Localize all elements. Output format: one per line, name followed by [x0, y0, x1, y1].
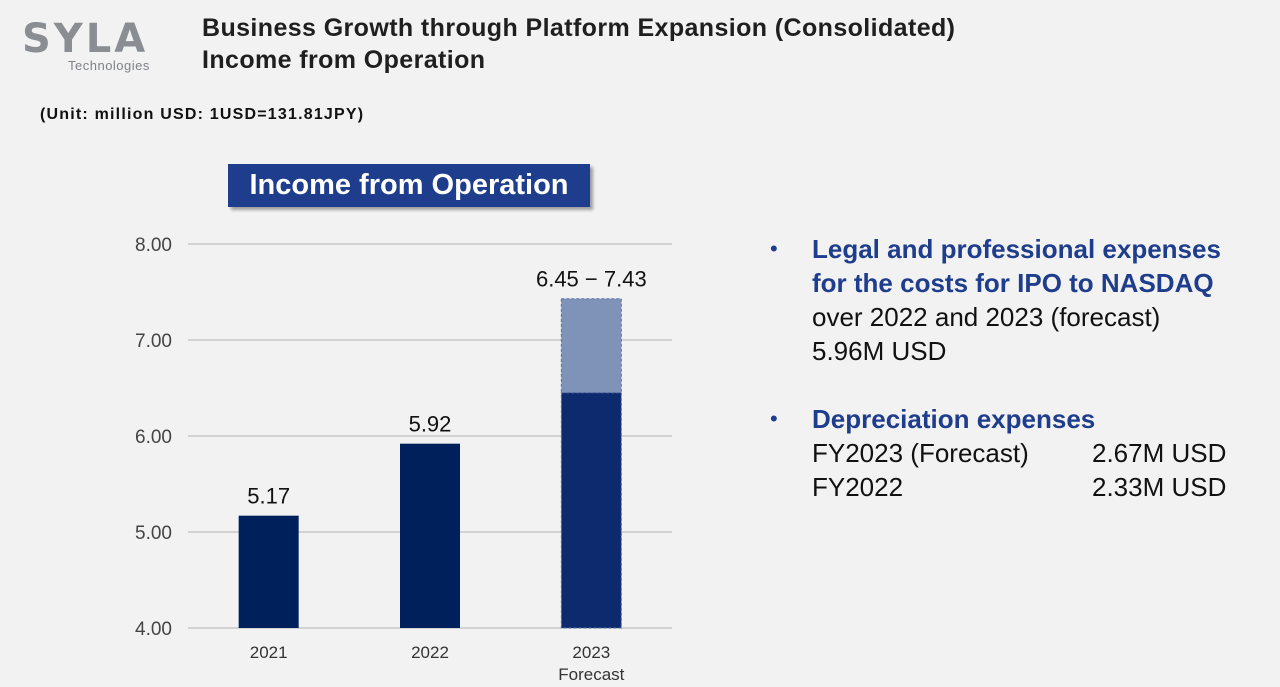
note-ipo-heading-line2: for the costs for IPO to NASDAQ: [812, 268, 1214, 298]
bar: [400, 443, 460, 628]
note-ipo-text-line1: over 2022 and 2023 (forecast): [812, 302, 1161, 332]
y-tick-label: 5.00: [135, 523, 172, 544]
y-tick-label: 6.00: [135, 427, 172, 448]
bar-chart: 4.00 5.00 6.00 7.00 8.00 5.17 2021 5.92 2022 6.45…: [135, 235, 672, 684]
data-label: 5.17: [247, 484, 290, 509]
x-tick-label: 2021: [250, 643, 288, 662]
depreciation-row-label: FY2022: [812, 472, 904, 502]
chart-title: Income from Operation: [228, 164, 590, 207]
unit-note: (Unit: million USD: 1USD=131.81JPY): [40, 106, 365, 123]
depreciation-row: FY2023 (Forecast) 2.67M USD: [812, 436, 1270, 470]
note-ipo-expenses: • Legal and professional expenses for th…: [770, 232, 1270, 368]
x-tick-label: 2022: [411, 643, 449, 662]
company-logo: SYLA Technologies: [22, 16, 172, 74]
note-ipo-amount: 5.96M USD: [812, 336, 947, 366]
x-tick-sublabel: Forecast: [558, 665, 624, 684]
note-depreciation-heading: Depreciation expenses: [812, 404, 1096, 434]
depreciation-row-value: 2.33M USD: [1092, 472, 1227, 502]
depreciation-row-label: FY2023 (Forecast): [812, 438, 1029, 468]
depreciation-row-value: 2.67M USD: [1092, 438, 1227, 468]
forecast-range-bar: [560, 298, 622, 394]
logo-wordmark: SYLA: [22, 16, 149, 62]
note-depreciation: • Depreciation expenses FY2023 (Forecast…: [770, 402, 1270, 504]
depreciation-row: FY2022 2.33M USD: [812, 470, 1270, 504]
bullet-icon: •: [770, 406, 778, 431]
logo-subtitle: Technologies: [68, 58, 150, 73]
bar: [560, 392, 622, 629]
y-tick-label: 4.00: [135, 619, 172, 640]
page-title: Business Growth through Platform Expansi…: [202, 12, 955, 76]
note-ipo-heading-line1: Legal and professional expenses: [812, 234, 1221, 264]
y-tick-label: 7.00: [135, 331, 172, 352]
x-tick-label: 2023: [572, 643, 610, 662]
notes-panel: • Legal and professional expenses for th…: [770, 232, 1270, 504]
y-tick-label: 8.00: [135, 235, 172, 256]
data-label: 6.45 − 7.43: [536, 267, 647, 292]
page-title-line1: Business Growth through Platform Expansi…: [202, 14, 956, 42]
data-label: 5.92: [409, 412, 452, 437]
bar: [238, 515, 299, 628]
bullet-icon: •: [770, 236, 778, 261]
page-title-line2: Income from Operation: [202, 46, 486, 74]
